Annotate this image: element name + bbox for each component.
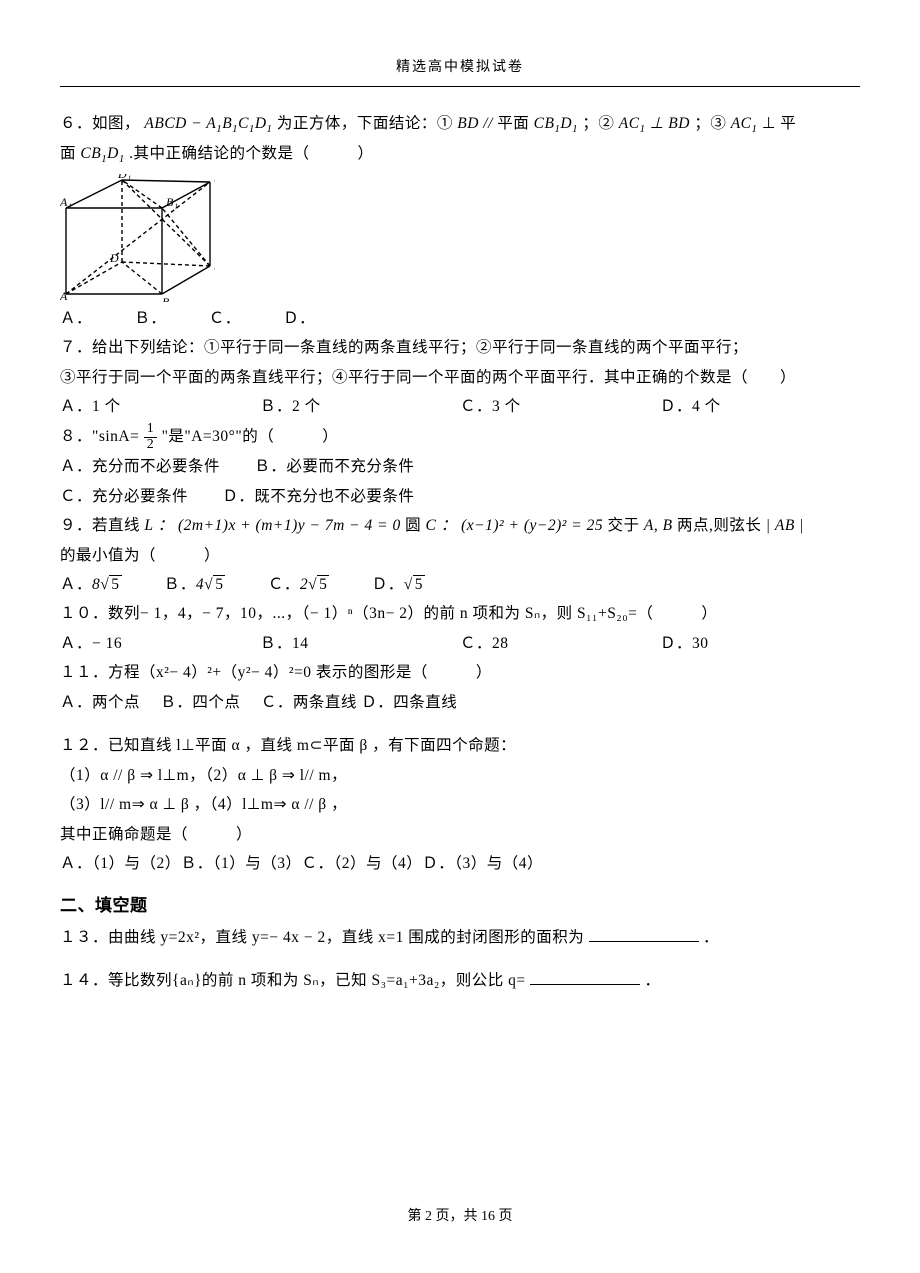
q8-opt-d: Ｄ．既不充分也不必要条件	[222, 482, 414, 511]
q9-opt-d: Ｄ．√5	[372, 576, 425, 593]
q9-AB: A, B	[644, 517, 673, 534]
q9-mid1: 圆	[405, 517, 421, 534]
q9-opt-b: Ｂ．4√5	[164, 576, 226, 593]
q12-line2: （1）α // β ⇒ l⊥m，（2）α ⊥ β ⇒ l// m，	[60, 761, 860, 790]
question-9: ９．若直线 L ： (2m+1)x + (m+1)y − 7m − 4 = 0 …	[60, 511, 860, 599]
question-7: ７．给出下列结论：①平行于同一条直线的两条直线平行；②平行于同一条直线的两个平面…	[60, 333, 860, 421]
page-footer: 第 2 页，共 16 页	[0, 1204, 920, 1231]
q7-line1: ７．给出下列结论：①平行于同一条直线的两条直线平行；②平行于同一条直线的两个平面…	[60, 333, 860, 362]
q6-stem-f: ⊥ 平	[762, 115, 796, 132]
q6-stem-e: ；③	[694, 115, 730, 132]
q6-line2a: 面	[60, 145, 76, 162]
spacer	[60, 717, 860, 731]
q6-stem-a: ６．如图，	[60, 115, 140, 132]
q6-expr10: AC1	[731, 115, 758, 132]
q9-options: Ａ．8√5 Ｂ．4√5 Ｃ．2√5 Ｄ．√5	[60, 570, 860, 599]
q7-opt-c: Ｃ．3 个	[460, 392, 660, 421]
question-12: １２．已知直线 l⊥平面 α ，直线 m⊂平面 β ，有下面四个命题： （1）α…	[60, 731, 860, 878]
q13-pre: １３．由曲线 y=2x²，直线 y=− 4x − 2，直线 x=1 围成的封闭图…	[60, 929, 584, 946]
q6-stem-c: 平面	[497, 115, 529, 132]
q13-blank[interactable]	[589, 925, 699, 942]
question-10: １０．数列− 1，4，− 7，10，...，（− 1）ⁿ（3n− 2）的前 n …	[60, 599, 860, 658]
q10-opt-d: Ｄ．30	[660, 629, 860, 658]
q8-pre: ８．"sinA=	[60, 428, 139, 445]
question-14: １４．等比数列{aₙ}的前 n 项和为 Sₙ，已知 S₃=a₁+3a₂，则公比 …	[60, 966, 860, 995]
q14-post: ．	[644, 972, 660, 989]
q8-opt-b: Ｂ．必要而不充分条件	[254, 452, 414, 481]
q14-pre: １４．等比数列{aₙ}的前 n 项和为 Sₙ，已知 S₃=a₁+3a₂，则公比 …	[60, 972, 526, 989]
q11-opt-d: Ｄ．四条直线	[361, 694, 457, 711]
svg-text:C₁: C₁	[214, 174, 215, 187]
q10-opt-a: Ａ．− 16	[60, 629, 260, 658]
q9-opt-a: Ａ．8√5	[60, 576, 122, 593]
q12-line4: 其中正确命题是（ ）	[60, 820, 860, 849]
q10-line: １０．数列− 1，4，− 7，10，...，（− 1）ⁿ（3n− 2）的前 n …	[60, 599, 860, 628]
q9-L: L ：	[144, 517, 173, 534]
q7-options: Ａ．1 个 Ｂ．2 个 Ｃ．3 个 Ｄ．4 个	[60, 392, 860, 421]
q7-line2: ③平行于同一个平面的两条直线平行；④平行于同一个平面的两个平面平行．其中正确的个…	[60, 363, 860, 392]
q9-pre: ９．若直线	[60, 517, 140, 534]
question-11: １１．方程（x²− 4）²+（y²− 4）²=0 表示的图形是（ ） Ａ．两个点…	[60, 658, 860, 717]
q6-line2c: .其中正确结论的个数是（ ）	[129, 145, 373, 162]
q10-options: Ａ．− 16 Ｂ．14 Ｃ．28 Ｄ．30	[60, 629, 860, 658]
q6-opt-d: Ｄ．	[283, 310, 315, 327]
q6-expr6: CB1D1	[534, 115, 578, 132]
q9-ABabs: | AB |	[766, 517, 804, 534]
section-2-title: 二、填空题	[60, 890, 860, 922]
q9-C: C ：	[426, 517, 457, 534]
q12-opts: Ａ．（1）与（2）Ｂ．（1）与（3）Ｃ．（2）与（4）Ｄ．（3）与（4）	[60, 849, 860, 878]
q6-opt-c: Ｃ．	[209, 310, 241, 327]
svg-text:A: A	[60, 289, 68, 302]
q7-opt-a: Ａ．1 个	[60, 392, 260, 421]
q8-fraction: 1 2	[144, 422, 157, 452]
q10-opt-c: Ｃ．28	[460, 629, 660, 658]
q9-mid3: 两点,则弦长	[677, 517, 761, 534]
svg-text:D: D	[109, 251, 119, 265]
question-6: ６．如图， ABCD − A1B1C1D1 为正方体，下面结论：① BD // …	[60, 109, 860, 334]
question-13: １３．由曲线 y=2x²，直线 y=− 4x − 2，直线 x=1 围成的封闭图…	[60, 923, 860, 952]
svg-text:B₁: B₁	[166, 195, 179, 209]
q7-opt-d: Ｄ．4 个	[660, 392, 860, 421]
spacer-2	[60, 952, 860, 966]
q6-expr8: AC1 ⊥ BD	[619, 115, 690, 132]
q6-stem-d: ；②	[582, 115, 618, 132]
q8-mid: "是"A=30°"的（ ）	[162, 428, 339, 445]
cube-diagram: A B C D A₁ B₁ C₁ D₁	[60, 174, 215, 302]
q11-opt-b: Ｂ．四个点	[160, 694, 240, 711]
q12-line1: １２．已知直线 l⊥平面 α ，直线 m⊂平面 β ，有下面四个命题：	[60, 731, 860, 760]
content-body: ６．如图， ABCD − A1B1C1D1 为正方体，下面结论：① BD // …	[60, 109, 860, 996]
q9-opt-c: Ｃ．2√5	[268, 576, 330, 593]
q6-expr1: ABCD − A1B1C1D1	[144, 115, 272, 132]
q8-options-row2: Ｃ．充分必要条件 Ｄ．既不充分也不必要条件	[60, 482, 860, 511]
q9-line2: 的最小值为（ ）	[60, 541, 860, 570]
running-head: 精选高中模拟试卷	[60, 55, 860, 87]
q11-options: Ａ．两个点 Ｂ．四个点 Ｃ．两条直线 Ｄ．四条直线	[60, 688, 860, 717]
q7-opt-b: Ｂ．2 个	[260, 392, 460, 421]
q6-stem-b: 为正方体，下面结论：①	[277, 115, 457, 132]
q6-line2b: CB1D1	[80, 145, 124, 162]
q8-opt-a: Ａ．充分而不必要条件	[60, 452, 220, 481]
q11-opt-c: Ｃ．两条直线	[261, 694, 357, 711]
q11-line: １１．方程（x²− 4）²+（y²− 4）²=0 表示的图形是（ ）	[60, 658, 860, 687]
q6-expr5: BD //	[457, 115, 497, 132]
question-8: ８．"sinA= 1 2 "是"A=30°"的（ ） Ａ．充分而不必要条件 Ｂ．…	[60, 422, 860, 511]
q6-opt-a: Ａ．	[60, 310, 92, 327]
q14-blank[interactable]	[530, 969, 640, 986]
q8-opt-c: Ｃ．充分必要条件	[60, 482, 188, 511]
svg-text:C: C	[214, 261, 215, 275]
q9-mid2: 交于	[608, 517, 644, 534]
svg-text:B: B	[162, 295, 170, 302]
q9-rhs: (x−1)² + (y−2)² = 25	[461, 517, 603, 534]
q13-post: ．	[703, 929, 719, 946]
q6-opt-b: Ｂ．	[134, 310, 166, 327]
q12-line3: （3）l// m⇒ α ⊥ β ，（4）l⊥m⇒ α // β ，	[60, 790, 860, 819]
svg-text:D₁: D₁	[117, 174, 132, 181]
q8-options-row1: Ａ．充分而不必要条件 Ｂ．必要而不充分条件	[60, 452, 860, 481]
page: 精选高中模拟试卷 ６．如图， ABCD − A1B1C1D1 为正方体，下面结论…	[0, 0, 920, 1273]
svg-text:A₁: A₁	[60, 195, 73, 209]
q10-opt-b: Ｂ．14	[260, 629, 460, 658]
q6-options: Ａ． Ｂ． Ｃ． Ｄ．	[60, 304, 860, 333]
q9-lhs: (2m+1)x + (m+1)y − 7m − 4 = 0	[178, 517, 401, 534]
q11-opt-a: Ａ．两个点	[60, 694, 140, 711]
